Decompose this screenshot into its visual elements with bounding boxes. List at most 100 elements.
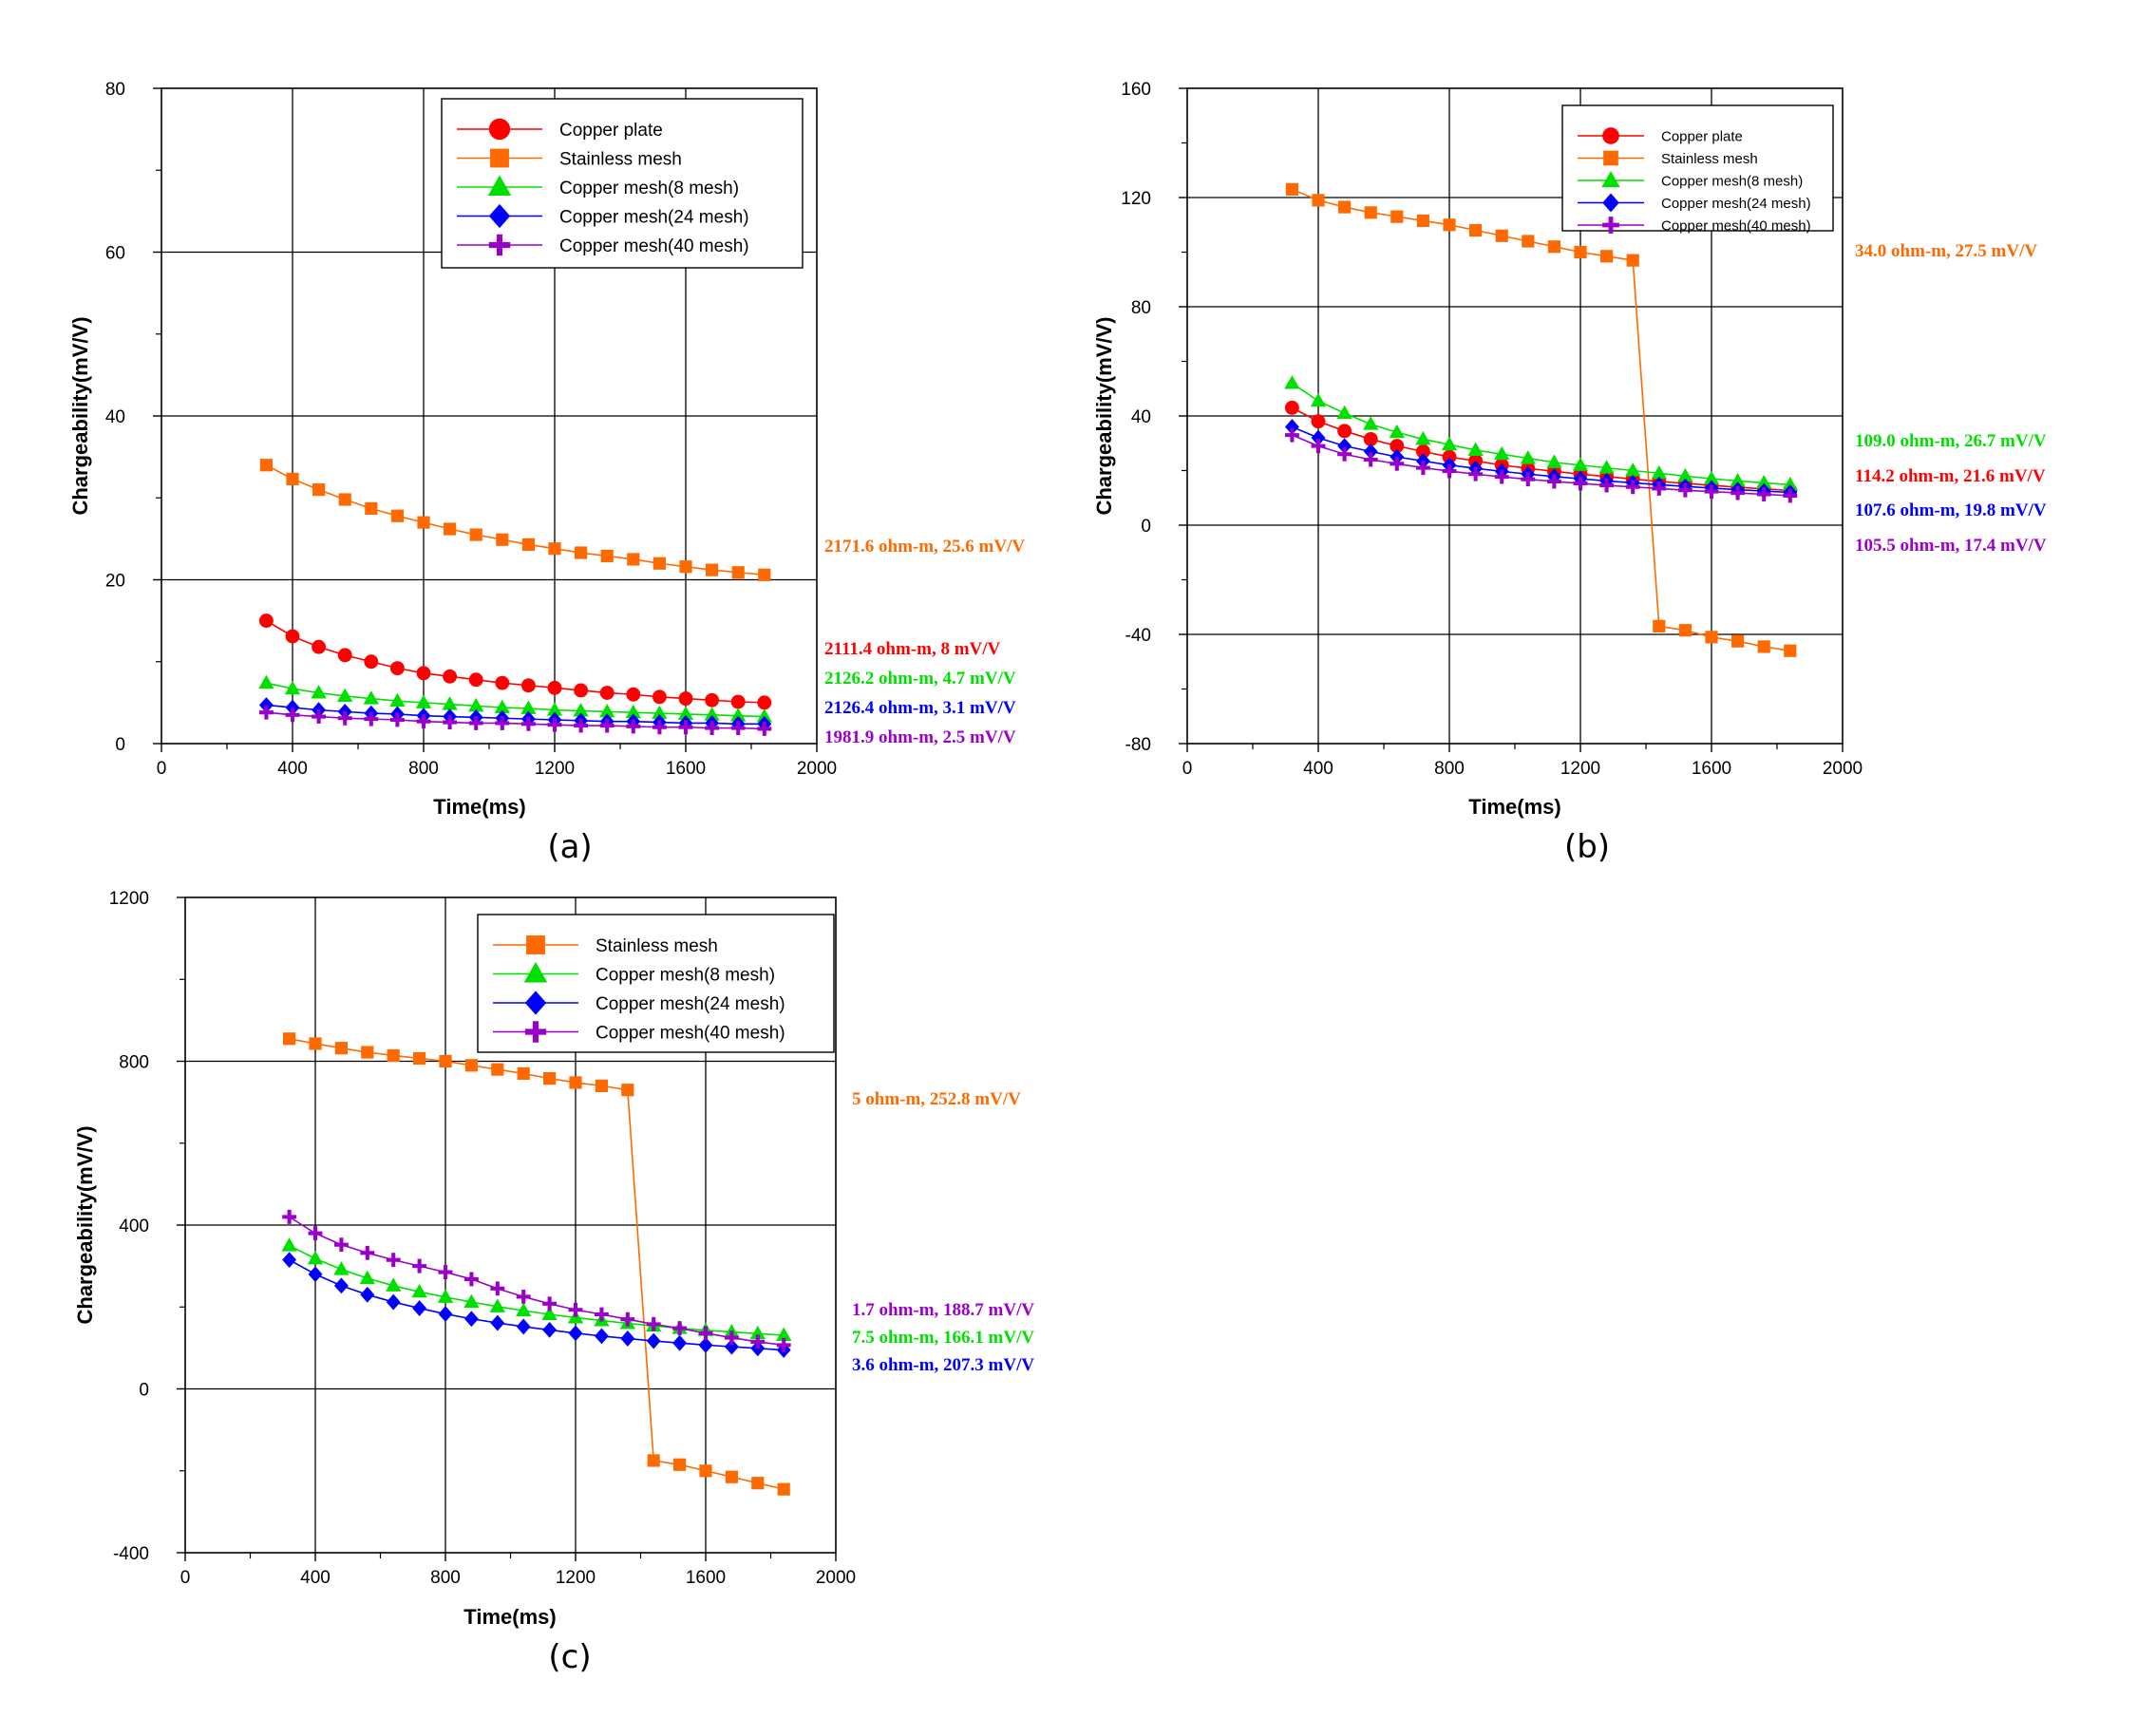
annotation-copper_mesh_24: 107.6 ohm-m, 19.8 mV/V (1855, 500, 2047, 520)
data-point (1363, 431, 1378, 446)
x-tick-label: 1600 (686, 1568, 726, 1588)
data-point (599, 703, 615, 718)
data-point (1677, 467, 1693, 482)
legend-marker (490, 148, 509, 168)
data-point (731, 566, 745, 579)
data-point (463, 1293, 480, 1309)
data-point (516, 1302, 532, 1317)
y-tick-label: 80 (105, 80, 125, 100)
data-point (411, 1283, 427, 1298)
data-point (1338, 200, 1352, 214)
data-point (679, 560, 692, 574)
panel-label: (b) (1564, 828, 1610, 866)
data-point (437, 1289, 454, 1303)
data-point (442, 696, 458, 710)
data-point (1520, 450, 1536, 464)
data-point (541, 1306, 558, 1321)
data-point (600, 549, 614, 563)
data-point (705, 692, 720, 708)
legend-label: Copper mesh(8 mesh) (1661, 173, 1803, 189)
data-point (415, 694, 432, 708)
data-point (626, 687, 641, 702)
data-point (337, 648, 352, 663)
legend-marker (487, 175, 512, 197)
data-point (1467, 442, 1484, 456)
data-point (777, 1482, 790, 1496)
data-point (520, 678, 536, 693)
data-point (730, 721, 746, 736)
data-point (652, 720, 667, 735)
data-point (333, 1261, 350, 1275)
y-tick-label: 0 (115, 735, 125, 755)
legend-label: Copper mesh(8 mesh) (559, 179, 739, 198)
series-copper_mesh_40 (282, 1209, 791, 1352)
data-point (1337, 438, 1352, 455)
data-point (494, 699, 510, 714)
data-point (574, 718, 589, 733)
y-tick-label: -80 (1125, 735, 1151, 755)
data-point (730, 694, 746, 709)
panel-b: 0 400 800 1200 1600 2000 -80 -40 0 40 80 120 160 Time… (1092, 80, 2047, 866)
data-point (1311, 429, 1326, 446)
legend-label: Copper plate (1661, 128, 1743, 144)
panel-label: (a) (547, 828, 592, 866)
data-point (750, 1334, 766, 1349)
data-point (1546, 474, 1561, 489)
x-tick-label: 800 (430, 1568, 461, 1588)
data-point (1678, 624, 1692, 637)
data-point (776, 1327, 792, 1342)
data-point (417, 516, 430, 529)
data-point (1415, 431, 1431, 445)
y-tick-label: -400 (113, 1544, 149, 1564)
legend-marker (526, 935, 545, 954)
data-point (1312, 194, 1325, 207)
annotation-copper_mesh_8: 2126.2 ohm-m, 4.7 mV/V (824, 669, 1016, 689)
legend-label: Copper plate (559, 121, 663, 141)
x-tick-label: 800 (1434, 759, 1465, 779)
series-copper_mesh_8 (281, 1237, 792, 1342)
series-line (265, 619, 765, 704)
data-point (285, 699, 300, 716)
data-point (724, 1338, 739, 1355)
data-point (1284, 375, 1300, 389)
data-point (625, 704, 641, 719)
y-tick-label: 80 (1131, 298, 1151, 318)
series-copper_mesh_40 (1284, 427, 1798, 503)
data-point (389, 692, 406, 708)
data-point (337, 688, 353, 702)
data-point (412, 1300, 427, 1316)
legend-label: Copper mesh(40 mesh) (1661, 217, 1811, 234)
legend-label: Copper mesh(8 mesh) (596, 965, 775, 985)
annotation-copper_mesh_40: 1.7 ohm-m, 188.7 mV/V (852, 1300, 1034, 1320)
data-point (308, 1226, 323, 1241)
data-point (359, 1270, 375, 1285)
annotation-stainless_mesh: 5 ohm-m, 252.8 mV/V (852, 1089, 1021, 1109)
data-point (308, 1266, 323, 1283)
data-point (706, 563, 719, 576)
legend-marker (1602, 193, 1619, 213)
data-point (705, 721, 720, 736)
x-tick-label: 800 (408, 759, 439, 779)
x-tick-label: 400 (1303, 759, 1333, 779)
data-point (495, 715, 510, 730)
legend-marker (1602, 217, 1619, 234)
data-point (1415, 461, 1430, 476)
data-point (749, 1325, 766, 1340)
x-tick-label: 400 (300, 1568, 331, 1588)
data-point (620, 1330, 635, 1347)
data-point (338, 493, 351, 506)
data-point (1522, 235, 1535, 248)
data-point (361, 1046, 374, 1059)
data-point (626, 719, 641, 734)
data-point (463, 1311, 479, 1328)
y-tick-label: -40 (1125, 626, 1151, 646)
y-tick-label: 20 (105, 572, 125, 592)
data-point (416, 666, 431, 681)
data-point (516, 1290, 531, 1304)
x-tick-label: 1200 (1560, 759, 1600, 779)
data-point (438, 1306, 453, 1322)
legend-box (1561, 104, 1834, 232)
data-point (573, 703, 589, 717)
data-point (363, 690, 379, 705)
